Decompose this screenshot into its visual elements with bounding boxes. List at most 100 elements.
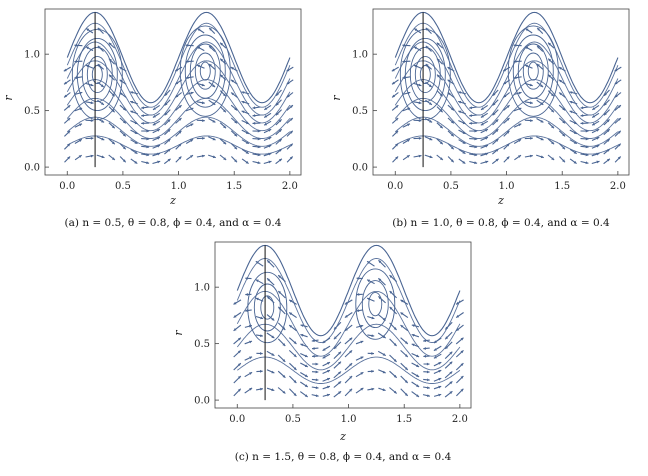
flow-arrow-head (485, 160, 489, 164)
flow-arrow-head (108, 58, 112, 62)
flow-arrow-head (562, 107, 566, 111)
plot-frame (214, 241, 472, 409)
flow-arrow-head (245, 309, 248, 312)
flow-arrow-head (252, 114, 256, 117)
flow-arrow-head (344, 314, 348, 318)
flow-arrow-head (157, 160, 161, 164)
flow-arrow-head (404, 341, 408, 344)
flow-arrow-head (418, 119, 422, 122)
flow-arrow-head (614, 68, 618, 72)
x-tick-label: 0.5 (285, 414, 301, 425)
flow-arrow-head (152, 122, 156, 126)
flow-arrow-head (433, 355, 437, 359)
flow-arrow-head (360, 356, 364, 360)
flow-arrow-head (111, 93, 115, 97)
bolus-streamline (199, 61, 211, 81)
flow-arrow-head (101, 137, 105, 141)
flow-arrow-head (278, 275, 282, 278)
flow-arrow-head (315, 362, 319, 366)
flow-arrow-head (108, 42, 112, 46)
bolus-streamline (253, 283, 281, 332)
flow-arrow-head (540, 137, 544, 141)
bolus-streamline (91, 65, 103, 84)
flow-arrow-head (592, 107, 596, 110)
flow-arrow-head (349, 350, 353, 354)
flow-arrow-head (562, 146, 565, 150)
flow-arrow-head (185, 60, 189, 63)
flow-arrow-head (212, 102, 216, 105)
flow-arrow-head (559, 92, 562, 96)
flow-arrow-head (197, 28, 201, 32)
flow-arrow-head (257, 161, 261, 165)
y-tick-label: 0.0 (194, 396, 210, 407)
flow-arrow-head (540, 102, 544, 105)
y-axis: 0.0 0.5 1.0 (352, 50, 377, 174)
flow-arrow-head (167, 139, 171, 142)
flow-arrow-head (212, 155, 216, 159)
flow-arrow-head (429, 119, 433, 123)
flow-arrow-head (518, 107, 522, 111)
flow-arrow-head (97, 45, 101, 49)
flow-arrow-head (130, 100, 134, 104)
streamline (237, 356, 461, 384)
y-tick-label: 0.5 (194, 339, 210, 350)
flow-arrow-head (282, 343, 286, 346)
flow-arrow-head (157, 144, 160, 148)
flow-arrow-head (458, 110, 462, 114)
flow-arrow-head (164, 92, 168, 96)
flow-arrow-head (395, 118, 399, 121)
flow-arrow-head (414, 28, 418, 32)
flow-arrow-head (276, 92, 279, 96)
flow-arrow-head (167, 158, 171, 162)
flow-arrow-head (223, 93, 226, 97)
flow-arrow-head (201, 101, 205, 105)
plot-frame (372, 8, 630, 176)
flow-arrow-head (460, 376, 464, 379)
flow-arrow-head (293, 341, 297, 344)
flow-arrow-head (596, 152, 600, 156)
flow-arrow-head (157, 152, 161, 156)
flow-arrow-head (130, 91, 134, 94)
flow-arrow-head (450, 133, 454, 137)
flow-arrow-head (241, 110, 245, 114)
flow-arrow-head (90, 154, 94, 158)
flow-arrow-head (97, 27, 101, 31)
flow-arrow-head (378, 296, 382, 300)
flow-arrow-head (367, 261, 371, 264)
bolus-streamline (189, 43, 221, 99)
flow-arrow-head (134, 131, 138, 134)
flow-arrow-head (260, 387, 263, 391)
streamline (66, 22, 291, 108)
flow-arrow-head (190, 107, 194, 111)
flow-arrow-head (167, 129, 171, 133)
flow-arrow-head (484, 129, 488, 132)
flow-arrow-head (197, 64, 201, 68)
flow-arrow-head (67, 105, 71, 108)
flow-arrow-head (513, 76, 517, 80)
flow-arrow-head (439, 141, 443, 145)
flow-arrow-head (327, 370, 330, 373)
x-axis-label: z (497, 194, 504, 207)
flow-arrow-head (260, 352, 263, 355)
streamline (66, 97, 291, 139)
flow-arrow-head (481, 107, 484, 110)
flow-arrow-head (100, 84, 104, 88)
flow-arrow-head (90, 119, 94, 122)
streamline (394, 97, 619, 139)
x-axis-label: z (169, 194, 176, 207)
x-axis: 0.0 0.5 1.0 1.5 2.0 (59, 171, 298, 192)
bolus-streamline (404, 37, 446, 112)
flow-arrow-head (275, 112, 279, 116)
flow-arrow-head (414, 46, 417, 50)
bolus-streamline (522, 52, 544, 90)
flow-arrow-head (382, 370, 386, 374)
flow-arrow-head (551, 141, 555, 145)
flow-arrow-head (451, 107, 454, 111)
flow-arrow-head (101, 102, 104, 105)
flow-arrow-head (474, 161, 478, 165)
flow-arrow-head (558, 67, 562, 70)
flow-arrow-head (378, 260, 382, 264)
flow-arrow-head (223, 141, 227, 145)
flow-arrow-head (97, 64, 101, 67)
flow-arrow-head (79, 123, 82, 127)
